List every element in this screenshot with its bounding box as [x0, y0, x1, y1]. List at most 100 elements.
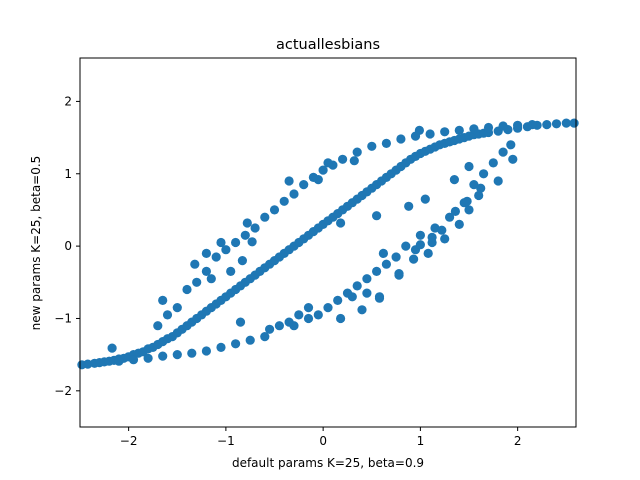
data-point — [284, 176, 294, 186]
data-point — [265, 324, 275, 334]
data-point — [569, 118, 579, 128]
data-point — [318, 165, 328, 175]
data-point — [454, 219, 464, 229]
data-point — [367, 141, 377, 151]
data-point — [231, 237, 241, 248]
data-point — [362, 288, 372, 298]
y-tick-label: −1 — [54, 311, 72, 325]
data-point — [381, 138, 391, 148]
data-point — [242, 218, 252, 228]
data-point — [381, 259, 391, 269]
data-point — [440, 234, 450, 244]
x-tick-label: 0 — [319, 434, 327, 448]
data-point — [476, 183, 486, 193]
data-point — [240, 230, 250, 240]
data-point — [445, 212, 455, 222]
x-tick-label: 1 — [417, 434, 425, 448]
data-point — [561, 118, 571, 128]
data-point — [542, 120, 552, 130]
data-point — [551, 119, 562, 129]
data-point — [323, 303, 333, 313]
data-point — [506, 140, 516, 150]
data-point — [464, 205, 474, 215]
data-point — [269, 205, 280, 215]
chart-title: actuallesbians — [276, 37, 380, 53]
x-axis-ticks: −2 −1 0 1 2 — [120, 427, 522, 448]
plot-frame — [79, 57, 577, 428]
data-point — [303, 313, 314, 324]
data-point — [464, 161, 474, 172]
data-point — [372, 211, 382, 221]
data-point — [274, 321, 284, 331]
data-point — [378, 248, 388, 258]
data-point — [338, 154, 348, 164]
data-point — [449, 175, 459, 185]
data-point — [450, 206, 460, 216]
data-point — [469, 180, 479, 190]
data-point — [410, 131, 421, 141]
data-point — [498, 121, 508, 131]
data-point — [216, 237, 226, 248]
data-point — [342, 288, 353, 298]
data-point — [349, 156, 359, 166]
data-point — [336, 218, 346, 228]
data-point — [187, 348, 197, 358]
data-point — [479, 169, 489, 179]
data-point — [158, 295, 168, 305]
data-point — [279, 196, 289, 206]
data-point — [107, 343, 117, 353]
data-point — [216, 342, 226, 352]
scatter-points — [77, 118, 579, 370]
data-point — [201, 266, 211, 276]
data-point — [415, 230, 425, 240]
data-point — [508, 154, 518, 164]
data-point — [333, 295, 343, 305]
y-axis-label: new params K=25, beta=0.5 — [29, 156, 43, 331]
x-tick-label: −1 — [217, 434, 235, 448]
data-point — [313, 310, 323, 320]
data-point — [404, 201, 414, 211]
data-point — [374, 293, 385, 303]
data-point — [415, 240, 425, 250]
data-point — [172, 350, 182, 360]
data-point — [357, 305, 367, 315]
data-point — [162, 310, 173, 320]
data-point — [336, 313, 346, 324]
data-point — [289, 189, 299, 199]
data-point — [245, 335, 255, 345]
data-point — [352, 281, 362, 291]
data-point — [401, 241, 411, 251]
data-point — [362, 274, 372, 284]
y-tick-label: 1 — [64, 167, 72, 181]
data-point — [396, 134, 406, 144]
x-tick-label: 2 — [514, 434, 522, 448]
data-point — [114, 356, 124, 366]
data-point — [128, 355, 139, 365]
data-point — [211, 252, 221, 262]
data-point — [299, 180, 309, 190]
data-point — [226, 266, 236, 276]
data-point — [172, 303, 182, 313]
data-point — [284, 317, 294, 327]
data-point — [260, 212, 270, 222]
data-point — [250, 223, 260, 233]
data-point — [260, 332, 270, 342]
y-tick-label: 2 — [64, 94, 72, 108]
data-point — [182, 284, 192, 295]
data-point — [221, 245, 231, 255]
y-tick-label: 0 — [64, 239, 72, 253]
data-point — [437, 225, 447, 235]
data-point — [493, 176, 503, 186]
data-point — [420, 194, 430, 204]
data-point — [440, 127, 450, 137]
data-point — [513, 120, 523, 130]
data-point — [498, 147, 508, 157]
data-point — [143, 353, 153, 363]
data-point — [352, 147, 362, 157]
data-point — [488, 158, 498, 168]
data-point — [237, 256, 247, 266]
data-point — [469, 124, 479, 134]
data-point — [454, 125, 464, 135]
data-point — [153, 321, 163, 331]
